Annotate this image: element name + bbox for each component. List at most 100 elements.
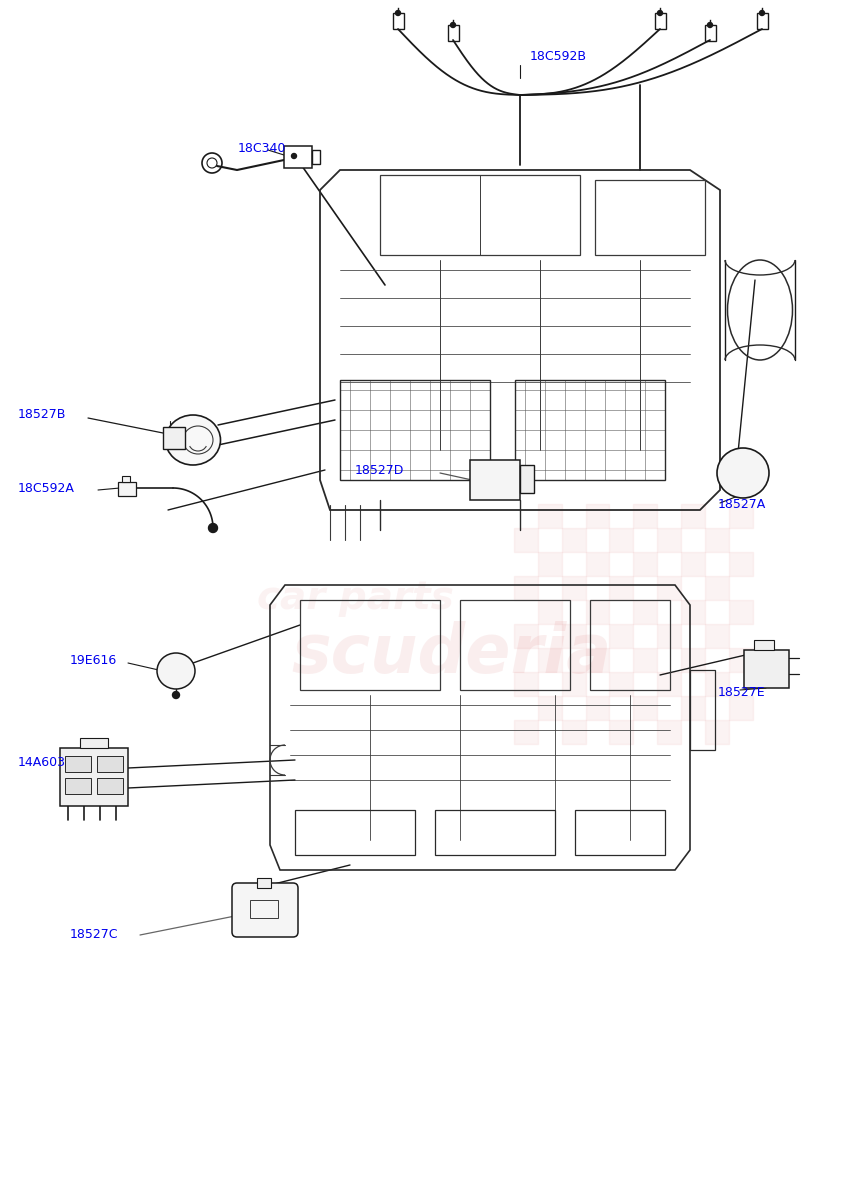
Bar [729,648,753,672]
Circle shape [395,11,401,16]
Bar [705,25,716,41]
Bar [562,720,586,744]
Bar [633,648,657,672]
Text: 19E616: 19E616 [70,654,117,666]
Text: 18527A: 18527A [718,498,766,511]
Text: 18527E: 18527E [718,686,765,700]
Bar [586,504,609,528]
Bar [538,600,562,624]
Bar [681,696,705,720]
Bar [657,528,681,552]
Bar [257,878,271,888]
Bar [681,504,705,528]
Circle shape [759,11,764,16]
Bar [705,624,729,648]
Bar [633,600,657,624]
Bar [562,672,586,696]
Bar [448,25,459,41]
Bar [312,150,320,164]
Bar [705,528,729,552]
Bar [609,672,633,696]
Text: car parts: car parts [257,578,454,617]
Bar [705,672,729,696]
Text: 18527C: 18527C [70,929,118,942]
Circle shape [450,23,455,28]
Text: 18527D: 18527D [355,463,404,476]
Bar [681,552,705,576]
Bar [562,528,586,552]
Bar [340,380,490,480]
Circle shape [657,11,663,16]
Bar [393,13,404,29]
Bar [122,476,130,482]
Bar [460,600,570,690]
Bar [60,748,128,806]
Bar [538,696,562,720]
Bar [609,624,633,648]
Circle shape [708,23,712,28]
Bar [590,600,670,690]
Bar [515,380,665,480]
Bar [118,482,136,496]
Circle shape [173,691,180,698]
Bar [754,640,774,650]
Bar [655,13,666,29]
Ellipse shape [157,653,195,689]
Text: 14A603: 14A603 [18,756,66,768]
Text: 18C592A: 18C592A [18,481,74,494]
Bar [520,464,534,493]
Bar [757,13,768,29]
Bar [633,552,657,576]
Bar [705,720,729,744]
Bar [514,720,538,744]
Ellipse shape [165,415,221,464]
Bar [514,528,538,552]
Circle shape [292,154,296,158]
Bar [538,552,562,576]
Bar [514,672,538,696]
Text: 18C340: 18C340 [238,142,287,155]
Bar [65,756,91,772]
Bar [562,624,586,648]
Bar [609,528,633,552]
Ellipse shape [717,448,769,498]
FancyBboxPatch shape [232,883,298,937]
Bar [80,738,108,748]
Bar [705,576,729,600]
Bar [681,600,705,624]
Bar [538,648,562,672]
Bar [729,504,753,528]
Bar [380,175,580,254]
Bar [284,146,312,168]
Bar [586,648,609,672]
Bar [729,600,753,624]
Bar [295,810,415,854]
Bar [163,427,185,449]
Bar [586,552,609,576]
Bar [657,624,681,648]
Bar [97,778,123,794]
Bar [470,460,520,500]
Bar [609,576,633,600]
Text: 18C592B: 18C592B [530,49,587,62]
Bar [657,576,681,600]
Circle shape [209,523,217,533]
Bar [595,180,705,254]
Bar [562,576,586,600]
Bar [729,696,753,720]
Bar [65,778,91,794]
Bar [690,670,715,750]
Bar [633,696,657,720]
Bar [609,720,633,744]
Text: 18527B: 18527B [18,408,67,421]
Bar [300,600,440,690]
Bar [586,696,609,720]
Bar [681,648,705,672]
Bar [514,624,538,648]
Bar [514,576,538,600]
Bar [538,504,562,528]
Bar [435,810,555,854]
Bar [633,504,657,528]
Bar [657,672,681,696]
Bar [97,756,123,772]
